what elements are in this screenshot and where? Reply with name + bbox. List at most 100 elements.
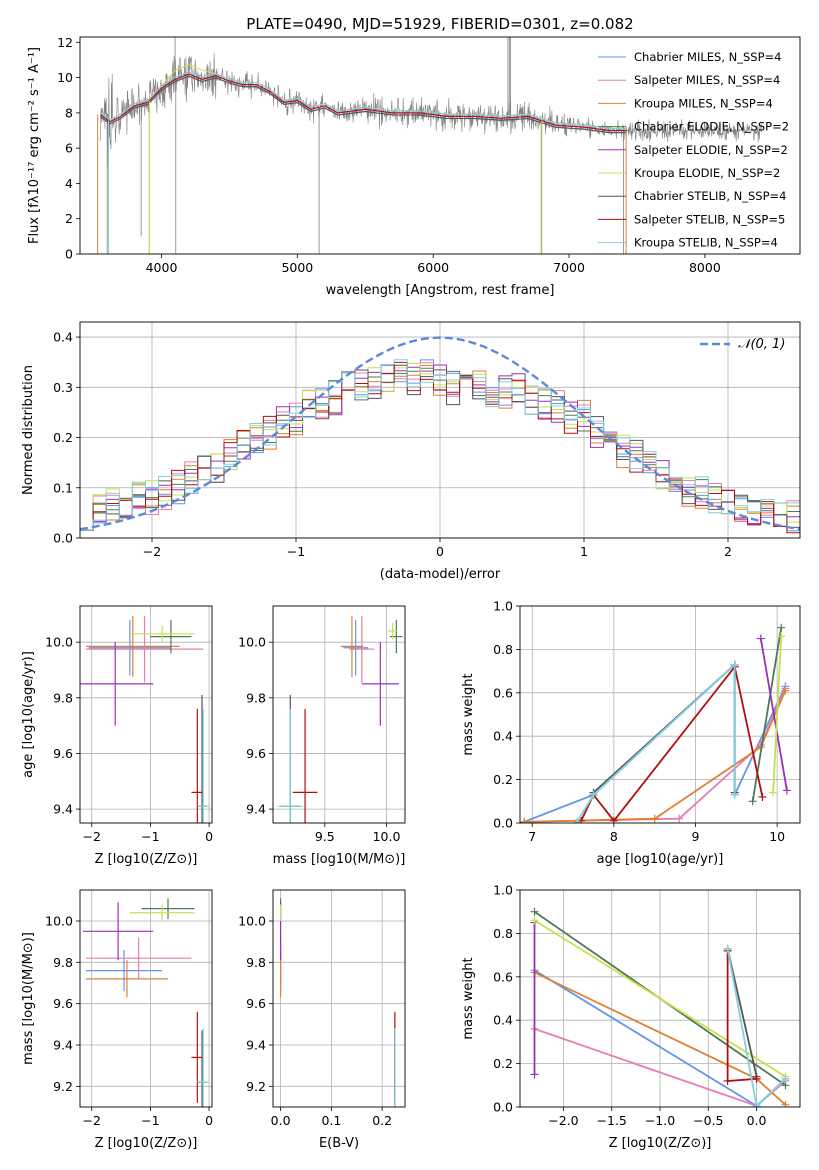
weight-line — [772, 636, 783, 793]
x-tick-label: 8 — [610, 829, 618, 844]
weight-marker — [781, 1074, 790, 1083]
axes-residuals: −2 −1 0 1 2 0.0 0.1 0.2 0.3 0.4 (data-model)/error… — [21, 321, 801, 582]
y-tick-label: 0.4 — [493, 1013, 513, 1028]
weight-marker — [781, 1100, 790, 1107]
axes-frame — [79, 321, 801, 539]
y-tick-label: 0.8 — [493, 642, 513, 657]
legend-label: 𝒩(0, 1) — [738, 337, 785, 352]
y-tick-label: 0 — [65, 247, 73, 262]
y-tick-label: 9.4 — [53, 802, 73, 817]
y-tick-label: 0.4 — [53, 330, 73, 345]
y-tick-label: 9.4 — [53, 1038, 73, 1053]
weight-marker — [748, 797, 757, 806]
y-tick-label: 1.0 — [493, 599, 513, 614]
weight-marker — [609, 816, 618, 823]
y-tick-label: 0.0 — [53, 531, 73, 546]
x-tick-label: 0.2 — [372, 1113, 392, 1128]
y-axis-label: mass weight — [461, 957, 476, 1039]
x-tick-label: −2 — [83, 1113, 101, 1128]
weight-marker — [520, 817, 529, 823]
x-tick-label: 0.0 — [271, 1113, 291, 1128]
y-tick-label: 0.3 — [53, 380, 73, 395]
x-tick-label: 5000 — [281, 260, 313, 275]
x-tick-label: 9 — [692, 829, 700, 844]
x-tick-label: 9.5 — [315, 829, 335, 844]
plot-area — [97, 37, 763, 254]
y-axis-label: mass weight — [461, 673, 476, 755]
axes-age-vs-mass: 9.5 10.0 9.4 9.6 9.8 10.0 mass [log10(M/M⊙)] — [238, 605, 406, 867]
x-tick-label: 0 — [205, 1113, 213, 1128]
y-tick-label: 0.0 — [493, 1100, 513, 1115]
x-tick-label: −1.0 — [645, 1113, 675, 1128]
axes-frame — [519, 605, 801, 824]
weight-line — [759, 638, 788, 791]
x-tick-label: −2.0 — [548, 1113, 578, 1128]
weight-marker — [723, 1076, 732, 1085]
weight-marker — [758, 792, 767, 801]
x-axis-label: age [log10(age/yr)] — [597, 852, 724, 867]
axes-mass-weight-vs-Z: −2.0 −1.5 −1.0 −0.5 0.0 0.0 0.2 0.4 0.6 0.8 1.0 Z [… — [461, 883, 801, 1151]
x-axis-label: Z [log10(Z/Z⊙)] — [609, 1136, 712, 1151]
weight-marker — [777, 623, 786, 632]
weight-marker — [530, 916, 539, 925]
y-tick-label: 9.6 — [246, 996, 266, 1011]
legend-label: Salpeter ELODIE, N_SSP=2 — [634, 143, 788, 157]
x-axis-label: Z [log10(Z/Z⊙)] — [95, 852, 198, 867]
plot-area — [273, 890, 405, 1107]
y-tick-label: 9.4 — [246, 1038, 266, 1053]
legend-label: Salpeter MILES, N_SSP=4 — [634, 73, 780, 87]
x-tick-label: 10.0 — [373, 829, 401, 844]
plot-area — [520, 606, 800, 823]
x-tick-label: −1 — [141, 1113, 159, 1128]
y-tick-label: 9.8 — [246, 690, 266, 705]
x-tick-label: 8000 — [689, 260, 721, 275]
y-tick-label: 9.2 — [246, 1079, 266, 1094]
x-axis-label: Z [log10(Z/Z⊙)] — [95, 1136, 198, 1151]
model-line — [100, 73, 627, 131]
x-tick-label: −1.5 — [597, 1113, 627, 1128]
y-tick-label: 10 — [57, 70, 73, 85]
y-tick-label: 6 — [65, 141, 73, 156]
x-tick-label: −2 — [143, 544, 161, 559]
legend-label: Kroupa MILES, N_SSP=4 — [634, 96, 773, 110]
plot-area — [80, 606, 212, 823]
y-tick-label: 9.8 — [53, 690, 73, 705]
weight-marker — [573, 817, 582, 823]
x-tick-label: 7000 — [553, 260, 585, 275]
y-tick-label: 9.6 — [53, 996, 73, 1011]
weight-marker — [589, 790, 598, 799]
y-axis-label: Flux [fλ10⁻¹⁷ erg cm⁻² s⁻¹ A⁻¹] — [27, 47, 42, 244]
model-line — [100, 71, 627, 129]
y-tick-label: 0.1 — [53, 480, 73, 495]
y-tick-label: 9.8 — [246, 955, 266, 970]
y-axis-label: mass [log10(M/M⊙)] — [21, 932, 36, 1065]
y-tick-label: 8 — [65, 105, 73, 120]
x-tick-label: 0 — [436, 544, 444, 559]
plot-area — [273, 606, 405, 823]
legend-label: Chabrier MILES, N_SSP=4 — [634, 50, 781, 64]
axes-frame — [272, 605, 406, 824]
axes-mass-vs-Z: −2 −1 0 9.2 9.4 9.6 9.8 10.0 Z [log10(Z/Z⊙)] mass… — [21, 889, 213, 1151]
axes-mass-weight-vs-age: 7 8 9 10 0.0 0.2 0.4 0.6 0.8 1.0 age [log10(age/yr… — [461, 599, 801, 867]
weight-marker — [723, 944, 732, 953]
y-tick-label: 9.6 — [246, 746, 266, 761]
x-tick-label: 0.0 — [747, 1113, 767, 1128]
x-tick-label: 10 — [769, 829, 785, 844]
plot-area — [80, 322, 800, 538]
axes-age-vs-Z: −2 −1 0 9.4 9.6 9.8 10.0 Z [log10(Z/Z⊙)] age [lo… — [21, 605, 213, 867]
x-axis-label: mass [log10(M/M⊙)] — [273, 852, 406, 867]
weight-line — [523, 662, 787, 823]
weight-marker — [781, 686, 790, 695]
weight-marker — [752, 1101, 761, 1107]
weight-marker — [650, 814, 659, 823]
axes-frame — [79, 605, 213, 824]
weight-marker — [782, 786, 791, 795]
axes-spectrum: 4000 5000 6000 7000 8000 0 2 4 6 8 10 12 wavelength … — [27, 15, 801, 298]
observed-spectrum-line — [100, 53, 763, 168]
weight-marker — [730, 790, 739, 799]
x-tick-label: −2 — [83, 829, 101, 844]
x-axis-label: wavelength [Angstrom, rest frame] — [326, 283, 555, 298]
model-line — [100, 75, 627, 134]
histogram-step — [80, 361, 800, 534]
weight-marker — [530, 907, 539, 916]
